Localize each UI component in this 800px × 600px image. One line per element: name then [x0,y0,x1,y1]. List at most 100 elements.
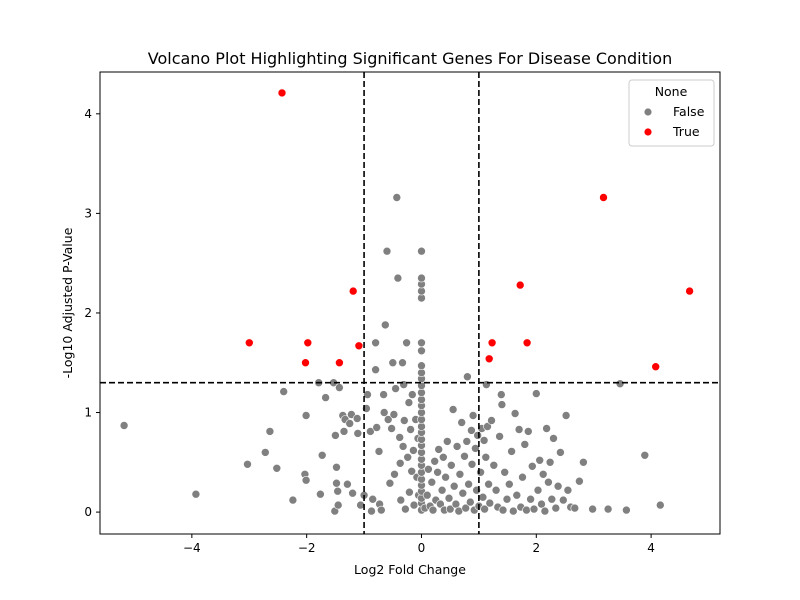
point-false-121 [438,452,448,462]
point-false-6 [279,387,289,396]
point-false-128 [448,405,458,414]
point-false-167 [498,505,508,515]
point-false-114 [428,505,438,515]
point-false-181 [526,494,535,504]
y-tick-label: 0 [84,505,92,519]
point-false-113 [427,477,437,487]
point-false-66 [402,338,411,348]
point-false-137 [461,503,471,513]
point-false-148 [473,431,483,440]
point-false-209 [640,450,650,460]
x-tick-label: −4 [183,541,201,555]
point-false-160 [487,416,496,425]
point-false-38 [367,506,376,516]
point-false-197 [556,448,565,457]
point-false-143 [467,459,477,469]
point-false-71 [407,466,417,476]
point-false-74 [409,500,419,510]
point-false-26 [343,479,352,489]
x-tick-label: 4 [647,541,655,555]
point-false-103 [417,338,426,348]
point-false-111 [424,464,433,474]
point-false-126 [445,504,455,514]
point-false-136 [460,451,469,461]
legend-label-true: True [672,124,700,139]
point-false-45 [379,390,388,399]
point-false-115 [430,456,440,466]
point-true-7 [484,354,494,364]
point-false-206 [603,504,613,514]
point-false-153 [479,436,489,445]
x-tick-label: −2 [298,541,316,555]
point-false-152 [478,492,488,502]
point-false-48 [382,246,392,256]
point-true-1 [245,338,254,348]
point-false-188 [538,469,548,479]
point-false-204 [579,457,588,467]
point-false-31 [353,429,363,438]
point-false-127 [446,460,456,470]
legend: None False True [628,79,715,147]
point-false-198 [558,495,568,505]
point-false-125 [444,493,454,503]
point-false-169 [502,494,512,504]
point-false-208 [622,505,631,515]
point-false-177 [518,472,527,482]
point-false-13 [316,489,325,499]
point-false-179 [522,505,531,515]
point-false-3 [265,427,275,436]
point-false-205 [588,504,597,514]
point-false-101 [417,361,426,371]
point-false-184 [531,389,541,398]
point-false-180 [523,427,533,436]
point-false-69 [405,487,414,497]
point-false-170 [504,479,514,489]
point-false-123 [441,472,450,482]
point-false-51 [387,424,396,433]
point-true-9 [515,280,525,290]
point-false-134 [457,418,467,427]
point-false-192 [545,457,555,467]
point-false-120 [437,485,447,495]
point-false-144 [468,411,478,420]
point-false-168 [500,467,510,477]
point-false-19 [335,383,344,392]
point-false-30 [352,414,362,423]
point-false-36 [366,427,375,436]
point-false-124 [442,437,452,446]
point-false-14 [321,393,330,402]
point-false-155 [481,452,491,462]
point-false-118 [434,445,444,454]
point-false-60 [396,495,406,505]
y-tick-label: 3 [84,206,92,220]
point-false-141 [465,497,475,507]
point-false-22 [333,500,343,510]
point-false-44 [376,505,386,515]
chart-title: Volcano Plot Highlighting Significant Ge… [148,49,672,68]
point-false-140 [464,479,473,489]
point-false-191 [544,477,553,487]
point-false-58 [395,433,405,442]
point-false-158 [484,479,493,489]
point-false-57 [393,273,403,283]
point-false-200 [563,485,573,495]
point-false-18 [332,478,341,488]
point-false-37 [368,494,378,504]
point-false-138 [462,437,472,446]
point-false-12 [317,450,327,460]
point-false-154 [480,504,489,514]
point-false-189 [540,506,550,516]
point-false-10 [301,475,311,485]
point-false-4 [260,448,270,457]
point-false-0 [119,421,129,430]
legend-marker-false [643,107,653,117]
point-false-16 [331,431,340,440]
point-false-73 [409,446,418,455]
point-false-35 [363,390,372,399]
point-false-146 [471,444,480,453]
point-false-65 [401,504,410,514]
point-false-162 [491,485,501,495]
point-false-27 [345,419,355,428]
point-false-46 [379,408,389,417]
